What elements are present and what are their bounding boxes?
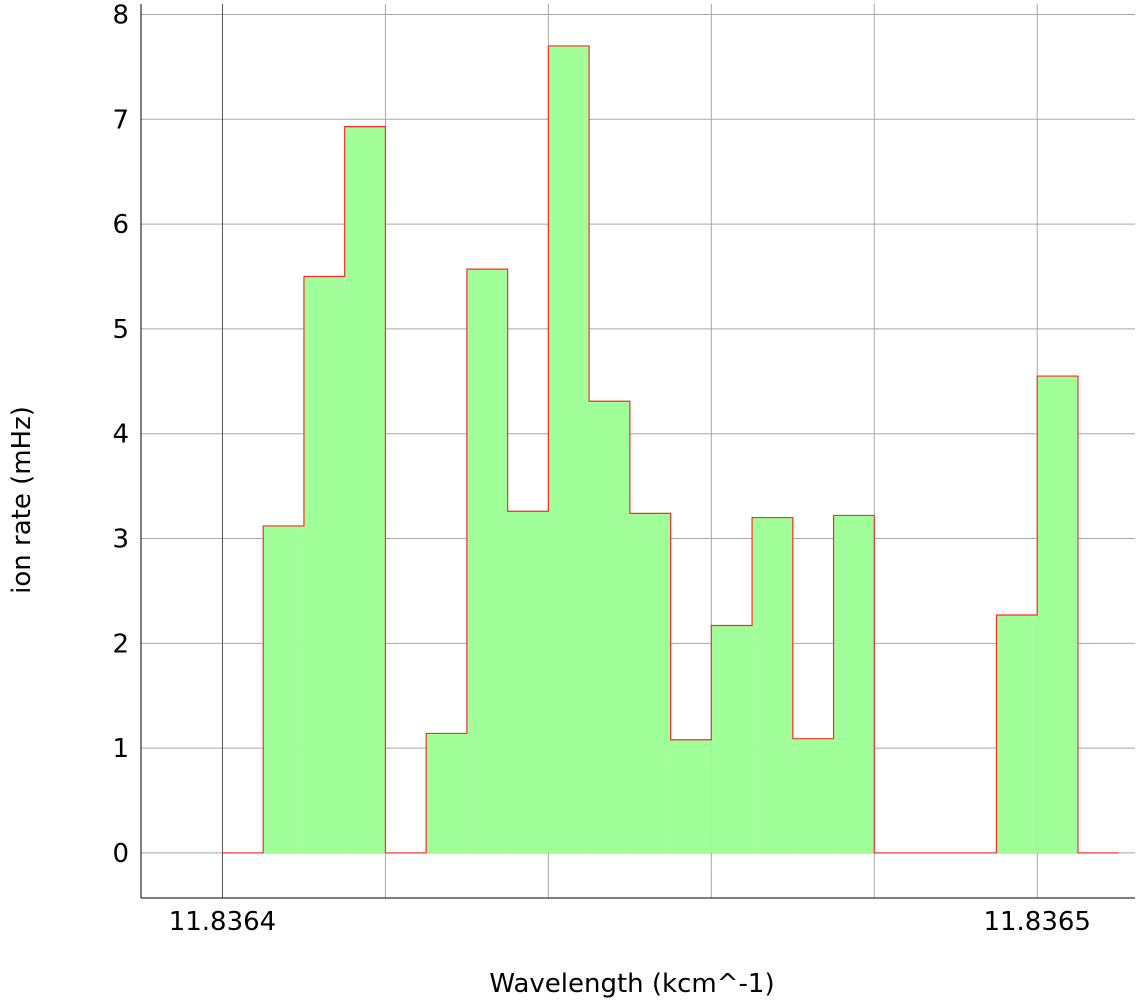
histogram-bar-9 (589, 401, 630, 853)
histogram-bar-10 (629, 513, 671, 853)
tick-labels: 0 1 2 3 4 5 6 7 8 11.8364 11.8365 (112, 0, 1091, 937)
histogram-bar-1 (263, 525, 304, 853)
histogram-outline (222, 45, 1119, 854)
y-tick-label-3: 3 (112, 525, 129, 555)
y-tick-label-2: 2 (112, 629, 129, 659)
histogram-bar-3 (344, 126, 386, 853)
x-tick-label-1: 11.8365 (983, 907, 1091, 937)
histogram-bars (222, 45, 1119, 854)
y-tick-label-6: 6 (112, 210, 129, 240)
histogram-bar-15 (833, 515, 875, 853)
x-tick-label-0: 11.8364 (169, 907, 277, 937)
axes (140, 4, 1135, 899)
histogram-bar-7 (507, 511, 549, 853)
histogram-bar-12 (711, 625, 753, 853)
histogram-bar-19 (996, 615, 1038, 853)
y-tick-label-8: 8 (112, 0, 129, 30)
y-tick-label-5: 5 (112, 315, 129, 345)
histogram-bar-5 (426, 733, 467, 853)
histogram-bar-13 (752, 517, 793, 853)
y-tick-label-1: 1 (112, 734, 129, 764)
y-tick-label-7: 7 (112, 105, 129, 135)
histogram-bar-2 (303, 276, 345, 853)
y-tick-label-4: 4 (112, 420, 129, 450)
histogram-bar-11 (670, 739, 712, 853)
x-axis-title: Wavelength (kcm^-1) (489, 969, 774, 999)
histogram-bar-6 (466, 269, 508, 853)
histogram-bar-20 (1037, 376, 1078, 853)
y-axis-title: ion rate (mHz) (7, 406, 37, 594)
histogram-bar-8 (548, 45, 590, 853)
y-tick-label-0: 0 (112, 839, 129, 869)
histogram-bar-14 (792, 738, 834, 853)
